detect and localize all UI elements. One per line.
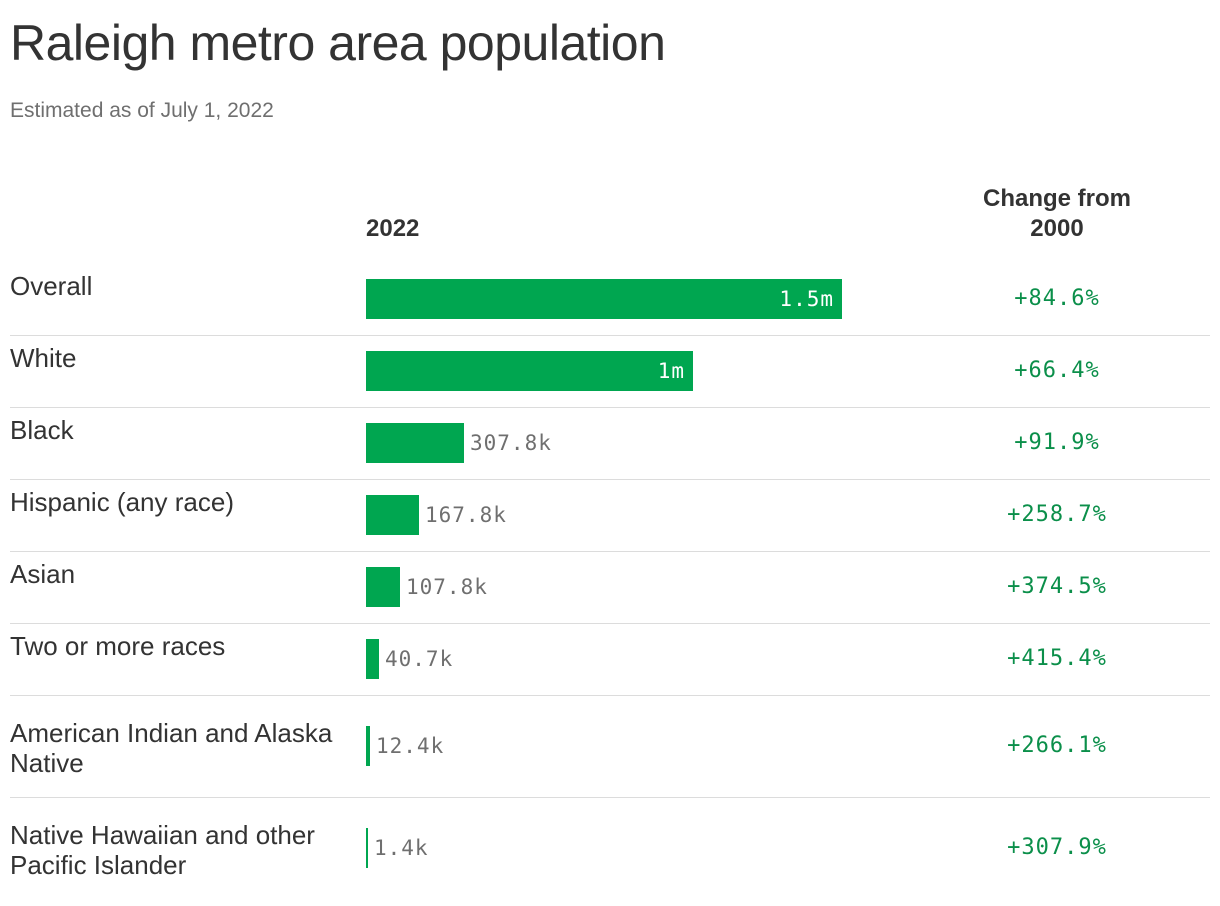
category-label: Native Hawaiian and other Pacific Island…	[10, 820, 315, 880]
category-label: Two or more races	[10, 631, 226, 661]
bar	[366, 351, 693, 391]
chart-row: Hispanic (any race) 167.8k +258.7%	[10, 479, 1210, 552]
value-label: 1.5m	[779, 287, 834, 311]
change-value: +374.5%	[1007, 574, 1107, 599]
bar	[366, 495, 419, 535]
value-label: 307.8k	[470, 431, 552, 455]
category-label: American Indian and Alaska Native	[10, 718, 333, 778]
chart-row: Two or more races 40.7k +415.4%	[10, 623, 1210, 696]
chart-row: Overall 1.5m +84.6%	[10, 263, 1210, 336]
value-label: 107.8k	[406, 575, 488, 599]
bar	[366, 567, 400, 607]
bar	[366, 726, 370, 766]
chart-row: Asian 107.8k +374.5%	[10, 551, 1210, 624]
value-label: 12.4k	[376, 734, 445, 758]
chart-row: American Indian and Alaska Native 12.4k +2…	[10, 695, 1210, 798]
bar	[366, 279, 842, 319]
category-label: Black	[10, 415, 74, 445]
value-label: 1.4k	[374, 836, 429, 860]
change-value: +66.4%	[1014, 358, 1100, 383]
chart-row: White 1m +66.4%	[10, 335, 1210, 408]
chart-row: Native Hawaiian and other Pacific Island…	[10, 797, 1210, 899]
bar	[366, 639, 379, 679]
value-label: 1m	[657, 359, 685, 383]
category-label: Asian	[10, 559, 76, 589]
bar	[366, 423, 464, 463]
change-value: +91.9%	[1014, 430, 1100, 455]
change-value: +84.6%	[1014, 286, 1100, 311]
category-label: White	[10, 343, 77, 373]
category-label: Hispanic (any race)	[10, 487, 234, 517]
change-value: +415.4%	[1007, 646, 1107, 671]
change-value: +258.7%	[1007, 502, 1107, 527]
value-label: 40.7k	[385, 647, 454, 671]
bar	[366, 828, 368, 868]
column-header-change: Change from 2000	[982, 185, 1131, 242]
chart-title: Raleigh metro area population	[10, 15, 666, 71]
chart-row: Black 307.8k +91.9%	[10, 407, 1210, 480]
category-label: Overall	[10, 271, 93, 301]
change-value: +307.9%	[1007, 835, 1107, 860]
chart-subtitle: Estimated as of July 1, 2022	[10, 99, 274, 122]
value-label: 167.8k	[425, 503, 507, 527]
change-value: +266.1%	[1007, 733, 1107, 758]
column-header-2022: 2022	[366, 215, 420, 242]
